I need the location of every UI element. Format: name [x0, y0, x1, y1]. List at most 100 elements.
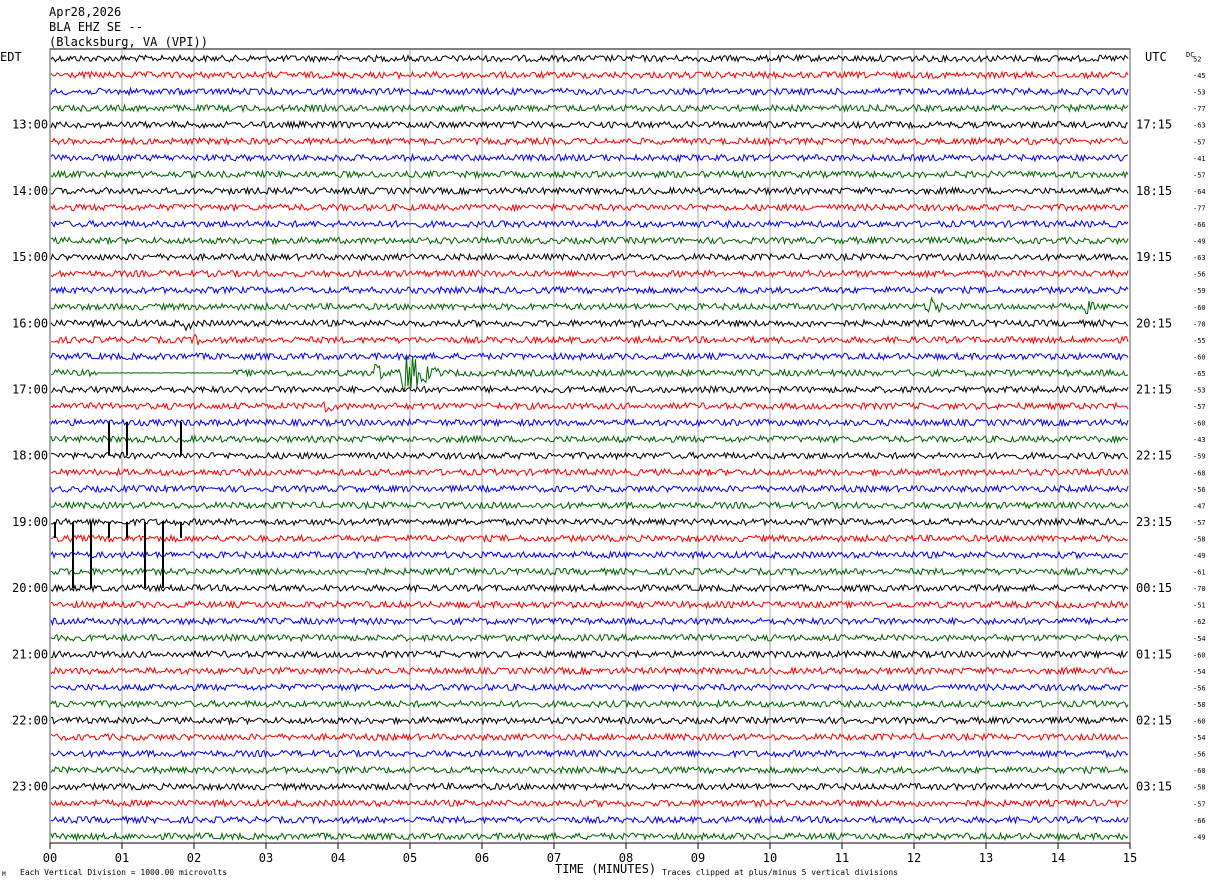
- right-hour-label: 19:15: [1136, 250, 1172, 264]
- seismic-trace: [50, 732, 1129, 742]
- seismic-trace: [50, 533, 1129, 544]
- x-tick-label: 00: [43, 851, 57, 865]
- dc-offset-label: -53: [1193, 89, 1206, 97]
- dc-offset-label: -49: [1193, 833, 1206, 841]
- dc-offset-label: -43: [1193, 436, 1206, 444]
- seismic-trace: [50, 765, 1129, 775]
- right-hour-label: 21:15: [1136, 383, 1172, 397]
- seismic-trace: [50, 550, 1129, 560]
- seismic-trace: [50, 152, 1129, 163]
- seismic-trace: [50, 748, 1129, 760]
- seismic-trace: [50, 649, 1129, 660]
- dc-offset-label: -54: [1193, 635, 1206, 643]
- seismic-trace: [50, 268, 1129, 279]
- seismic-trace: [50, 384, 1129, 395]
- dc-offset-label: -70: [1193, 585, 1206, 593]
- left-timezone-label: EDT: [0, 50, 22, 64]
- x-tick-label: 04: [331, 851, 345, 865]
- seismic-trace: [50, 566, 1129, 577]
- dc-offset-label: -49: [1193, 238, 1206, 246]
- right-hour-label: 00:15: [1136, 581, 1172, 595]
- dc-offset-label: -41: [1193, 155, 1206, 163]
- dc-offset-label: -56: [1193, 271, 1206, 279]
- left-hour-label: 22:00: [12, 714, 48, 728]
- x-tick-label: 11: [835, 851, 849, 865]
- left-hour-label: 13:00: [12, 118, 48, 132]
- left-hour-label: 16:00: [12, 316, 48, 330]
- right-hour-label: 22:15: [1136, 449, 1172, 463]
- dc-offset-label: -60: [1193, 420, 1206, 428]
- seismic-trace: [50, 355, 1129, 393]
- seismic-trace: [50, 417, 1129, 428]
- right-hour-label: 01:15: [1136, 647, 1172, 661]
- dc-offset-label: -66: [1193, 817, 1206, 825]
- x-tick-label: 09: [691, 851, 705, 865]
- dc-offset-label: -77: [1193, 105, 1206, 113]
- seismic-trace: [50, 53, 1129, 64]
- right-hour-label: 17:15: [1136, 118, 1172, 132]
- dc-offset-label: -65: [1193, 370, 1206, 378]
- dc-offset-label: -47: [1193, 502, 1206, 510]
- seismic-trace: [50, 467, 1129, 478]
- dc-offset-label: 52: [1193, 56, 1201, 64]
- seismic-trace: [50, 235, 1129, 246]
- right-hour-label: 02:15: [1136, 714, 1172, 728]
- x-tick-label: 13: [979, 851, 993, 865]
- dc-offset-label: -57: [1193, 138, 1206, 146]
- dc-offset-label: -59: [1193, 287, 1206, 295]
- right-timezone-label: UTC: [1145, 50, 1167, 64]
- dc-offset-label: -62: [1193, 618, 1206, 626]
- seismic-trace: [50, 136, 1129, 147]
- dc-label: DC: [1186, 51, 1194, 59]
- seismic-trace: [50, 599, 1129, 610]
- seismic-trace: [50, 70, 1129, 81]
- seismic-trace: [50, 400, 1129, 413]
- dc-offset-label: -70: [1193, 320, 1206, 328]
- x-tick-label: 01: [115, 851, 129, 865]
- x-tick-labels: 00 01 02 03 04 05 06 07 08 09 10 11 12 13 14 15: [43, 851, 1137, 865]
- x-tick-label: 07: [547, 851, 561, 865]
- seismic-trace: [50, 500, 1129, 511]
- left-hour-label: 18:00: [12, 449, 48, 463]
- right-hour-label: 18:15: [1136, 184, 1172, 198]
- seismic-trace: [50, 296, 1129, 315]
- dc-offset-label: -60: [1193, 353, 1206, 361]
- dc-offset-label: -56: [1193, 684, 1206, 692]
- dc-offset-label: -49: [1193, 552, 1206, 560]
- seismic-trace: [50, 616, 1129, 627]
- dc-offset-labels: 52 -45 -53 -77 -63 -57 -41 -57 -64 -77 -66 -49 -63 -5…: [1193, 56, 1206, 842]
- dc-offset-label: -57: [1193, 171, 1206, 179]
- dc-offset-label: -54: [1193, 734, 1206, 742]
- seismic-trace: [50, 119, 1129, 130]
- dc-offset-label: -64: [1193, 188, 1206, 196]
- right-hour-label: 20:15: [1136, 316, 1172, 330]
- seismic-trace: [50, 333, 1129, 346]
- scale-note: Each Vertical Division = 1000.00 microvo…: [20, 868, 227, 877]
- left-hour-label: 23:00: [12, 780, 48, 794]
- left-hour-label: 17:00: [12, 383, 48, 397]
- seismic-trace: [50, 665, 1129, 676]
- left-hour-label: 14:00: [12, 184, 48, 198]
- dc-offset-label: -56: [1193, 751, 1206, 759]
- dc-offset-label: -57: [1193, 403, 1206, 411]
- corner-mark: M: [2, 871, 6, 878]
- dc-offset-label: -66: [1193, 221, 1206, 229]
- dc-offset-label: -68: [1193, 469, 1206, 477]
- seismic-trace: [50, 814, 1129, 825]
- seismic-trace: [50, 186, 1129, 196]
- seismic-trace: [50, 103, 1129, 114]
- seismic-trace: [50, 351, 1129, 362]
- dc-offset-label: -58: [1193, 701, 1206, 709]
- seismic-trace: [50, 516, 1129, 527]
- seismic-trace: [50, 483, 1129, 494]
- dc-offset-label: -57: [1193, 519, 1206, 527]
- dc-offset-label: -60: [1193, 718, 1206, 726]
- dc-offset-label: -56: [1193, 486, 1206, 494]
- x-tick-label: 12: [907, 851, 921, 865]
- x-tick-label: 08: [619, 851, 633, 865]
- dc-offset-label: -59: [1193, 453, 1206, 461]
- left-hour-label: 21:00: [12, 647, 48, 661]
- dc-offset-label: -55: [1193, 337, 1206, 345]
- seismic-trace: [50, 781, 1129, 792]
